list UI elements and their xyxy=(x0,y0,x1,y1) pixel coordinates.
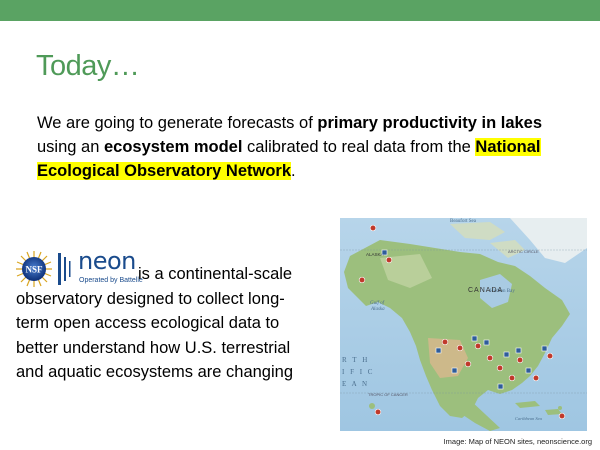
map-label-gulf-2: Alaska xyxy=(370,307,385,312)
map-label-beaufort: Beaufort Sea xyxy=(450,219,477,224)
intro-paragraph: We are going to generate forecasts of pr… xyxy=(37,111,577,183)
map-label-hudson: Hudson Bay xyxy=(490,289,515,294)
desc-line-2: observatory designed to collect long- xyxy=(16,289,285,308)
neon-logo: neon Operated by Battelle xyxy=(56,247,143,287)
desc-line-3: term open access ecological data to xyxy=(16,314,280,332)
map-label-canada: CANADA xyxy=(468,287,503,294)
intro-text-2: using an xyxy=(37,138,104,156)
intro-bold-2: ecosystem model xyxy=(103,138,243,156)
intro-text-4: . xyxy=(291,162,296,180)
image-credit: Image: Map of NEON sites, neonscience.or… xyxy=(443,437,592,446)
intro-bold-1: primary productivity in lakes xyxy=(317,114,543,132)
map-label-gulf-1: Gulf of xyxy=(370,301,385,306)
intro-text-1: We are going to generate forecasts of xyxy=(37,114,318,132)
map-hudson-bay xyxy=(480,274,512,308)
neon-bars-icon xyxy=(58,253,71,285)
site-marker-aquatic xyxy=(381,249,548,390)
map-label-pacific-1: R T H xyxy=(342,356,369,364)
map-label-caribbean: Caribbean Sea xyxy=(515,416,543,421)
site-marker xyxy=(358,224,566,420)
map-greenland xyxy=(510,218,587,263)
neon-site-markers xyxy=(358,224,566,420)
top-accent-bar xyxy=(0,0,600,21)
map-label-alaska: ALASKA xyxy=(366,252,384,257)
map-label-tropic: TROPIC OF CANCER xyxy=(368,392,408,397)
neon-description: is a continental-scale observatory desig… xyxy=(16,262,336,385)
nsf-logo-text: NSF xyxy=(25,265,43,275)
intro-text-3: calibrated to real data from the xyxy=(242,138,476,156)
desc-line-4: better understand how U.S. terrestrial xyxy=(16,338,291,357)
desc-line-1: is a continental-scale xyxy=(138,265,293,283)
nsf-logo-icon: NSF xyxy=(16,251,52,287)
slide-title: Today… xyxy=(36,50,140,82)
map-arctic-islands xyxy=(450,222,505,240)
logo-group: NSF neon Operated by Battelle xyxy=(16,247,143,287)
neon-logo-text: neon xyxy=(78,247,136,275)
neon-logo-subtitle: Operated by Battelle xyxy=(79,277,143,284)
map-label-pacific-3: E A N xyxy=(342,380,369,388)
desc-line-5: and aquatic ecosystems are changing xyxy=(16,363,294,381)
map-label-arctic-circle: ARCTIC CIRCLE xyxy=(508,249,539,254)
neon-sites-map: Beaufort Sea Hudson Bay Gulf of Alaska R… xyxy=(340,218,587,431)
map-label-pacific-2: I F I C xyxy=(342,368,374,376)
